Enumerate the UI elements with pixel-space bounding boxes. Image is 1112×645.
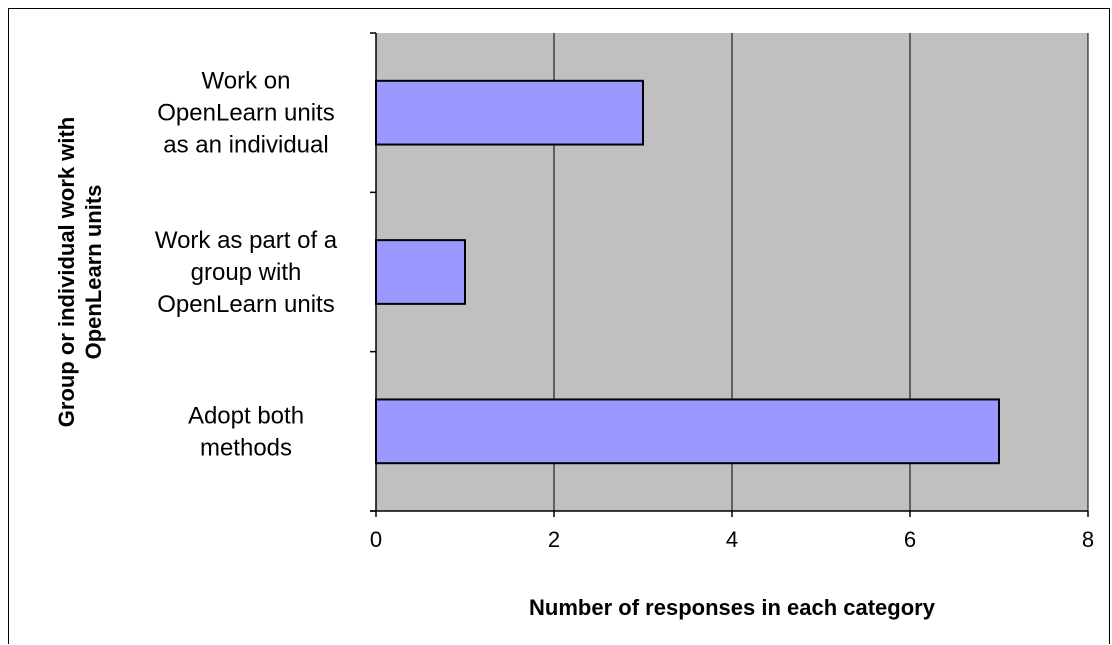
- x-axis-label: Number of responses in each category: [529, 595, 936, 620]
- y-axis-label: Group or individual work withOpenLearn u…: [54, 117, 106, 427]
- x-tick-label-0: 0: [370, 527, 382, 552]
- bar-1: [375, 239, 466, 305]
- x-tick-label-3: 6: [904, 527, 916, 552]
- bar-2: [375, 398, 1000, 465]
- category-label-2: Adopt both methods: [188, 402, 304, 461]
- x-tick-labels: 0 2 4 6 8: [370, 527, 1094, 552]
- bar-0: [375, 79, 644, 146]
- axes: [370, 32, 1089, 517]
- y-axis-title: Group or individual work withOpenLearn u…: [54, 117, 106, 427]
- category-label-0: Work on OpenLearn units as an individual: [157, 68, 334, 159]
- x-tick-label-2: 4: [726, 527, 738, 552]
- x-tick-label-1: 2: [548, 527, 560, 552]
- category-label-1: Work as part of a group with OpenLearn uni…: [155, 227, 338, 318]
- x-tick-label-4: 8: [1082, 527, 1094, 552]
- y-tick-labels: Work on OpenLearn units as an individual Wo…: [155, 68, 338, 462]
